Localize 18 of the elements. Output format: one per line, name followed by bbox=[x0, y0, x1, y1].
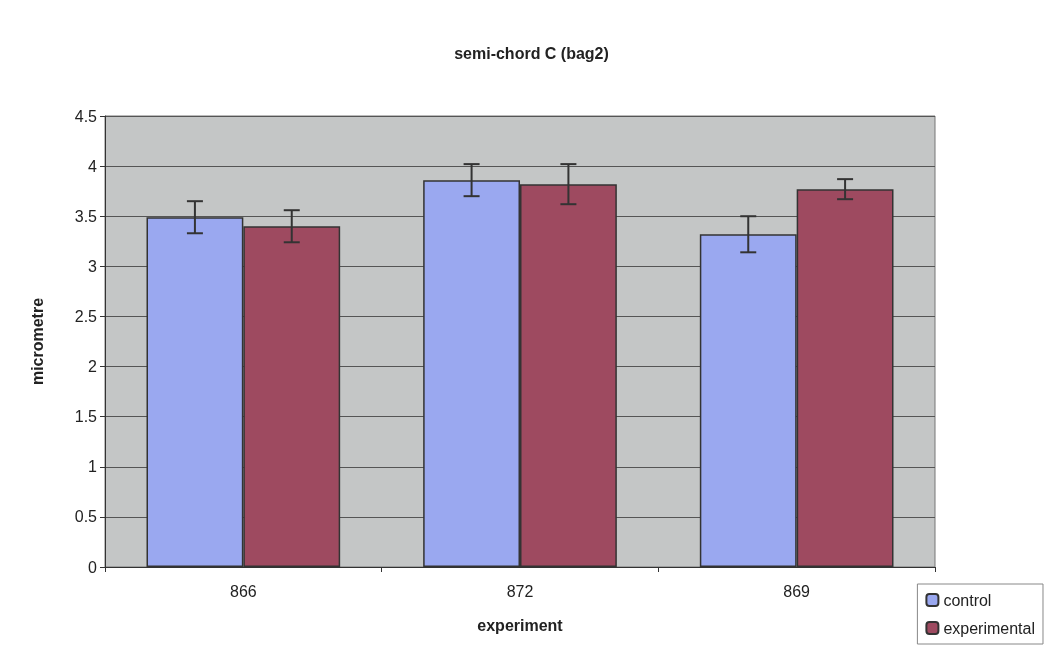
y-tick-label: 4.5 bbox=[74, 107, 98, 125]
x-tick-label: 869 bbox=[783, 582, 811, 600]
x-axis-title: experiment bbox=[477, 616, 564, 634]
x-tick-label: 872 bbox=[506, 582, 534, 600]
x-tick-label: 866 bbox=[229, 582, 257, 600]
y-tick-label: 0.5 bbox=[74, 508, 98, 526]
chart-title: semi-chord C (bag2) bbox=[454, 44, 609, 62]
y-tick-label: 4 bbox=[88, 157, 98, 175]
y-tick-label: 3 bbox=[88, 257, 98, 275]
y-tick-label: 3.5 bbox=[74, 207, 98, 225]
legend-label: control bbox=[943, 591, 992, 609]
y-axis-title: micrometre bbox=[28, 297, 46, 386]
legend-label: experimental bbox=[943, 619, 1036, 637]
y-tick-label: 0 bbox=[88, 558, 98, 576]
y-tick-label: 1.5 bbox=[74, 408, 98, 426]
y-tick-label: 1 bbox=[88, 458, 98, 476]
y-tick-label: 2.5 bbox=[74, 307, 98, 325]
y-tick-label: 2 bbox=[88, 358, 98, 376]
